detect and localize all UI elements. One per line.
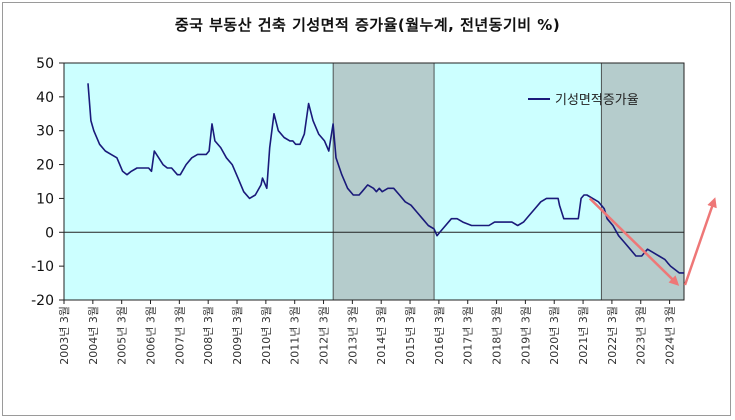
x-tick-label: 2022년 3월 [606, 306, 619, 365]
y-tick-label: -10 [31, 259, 54, 275]
x-tick-label: 2009년 3월 [231, 306, 244, 365]
x-tick-label: 2005년 3월 [116, 306, 129, 365]
uptrend-arrow [683, 197, 717, 286]
shaded-period-1 [332, 62, 435, 301]
x-tick-label: 2018년 3월 [491, 306, 504, 365]
x-tick-label: 2014년 3월 [375, 306, 388, 365]
x-tick-label: 2019년 3월 [519, 306, 532, 365]
x-tick-label: 2011년 3월 [289, 306, 302, 365]
y-tick-label: 10 [36, 191, 54, 207]
y-tick-label: 40 [36, 90, 54, 106]
downtrend-arrow [588, 197, 680, 286]
x-tick-label: 2015년 3월 [404, 306, 417, 365]
chart-title: 중국 부동산 건축 기성면적 증가율(월누계, 전년동기비 %) [174, 16, 561, 34]
x-tick-label: 2023년 3월 [635, 306, 648, 365]
x-tick-label: 2021년 3월 [577, 306, 590, 365]
x-tick-label: 2003년 3월 [58, 306, 71, 365]
x-tick-label: 2017년 3월 [462, 306, 475, 365]
x-tick-label: 2012년 3월 [318, 306, 331, 365]
series-line-1 [87, 83, 684, 274]
x-tick-label: 2004년 3월 [87, 306, 100, 365]
x-tick-label: 2013년 3월 [346, 306, 359, 365]
x-tick-label: 2007년 3월 [173, 306, 186, 365]
legend-label: 기성면적증가율 [555, 93, 639, 108]
y-tick-label: 50 [36, 56, 54, 72]
x-tick-label: 2016년 3월 [433, 306, 446, 365]
x-tick-label: 2010년 3월 [260, 306, 273, 365]
x-tick-label: 2006년 3월 [145, 306, 158, 365]
y-tick-label: -20 [31, 293, 54, 309]
x-tick-label: 2008년 3월 [202, 306, 215, 365]
x-tick-label: 2024년 3월 [664, 306, 677, 365]
y-tick-label: 0 [45, 225, 54, 241]
plot-border [63, 62, 685, 301]
y-tick-label: 30 [36, 124, 54, 140]
x-tick-label: 2020년 3월 [548, 306, 561, 365]
y-tick-label: 20 [36, 158, 54, 174]
